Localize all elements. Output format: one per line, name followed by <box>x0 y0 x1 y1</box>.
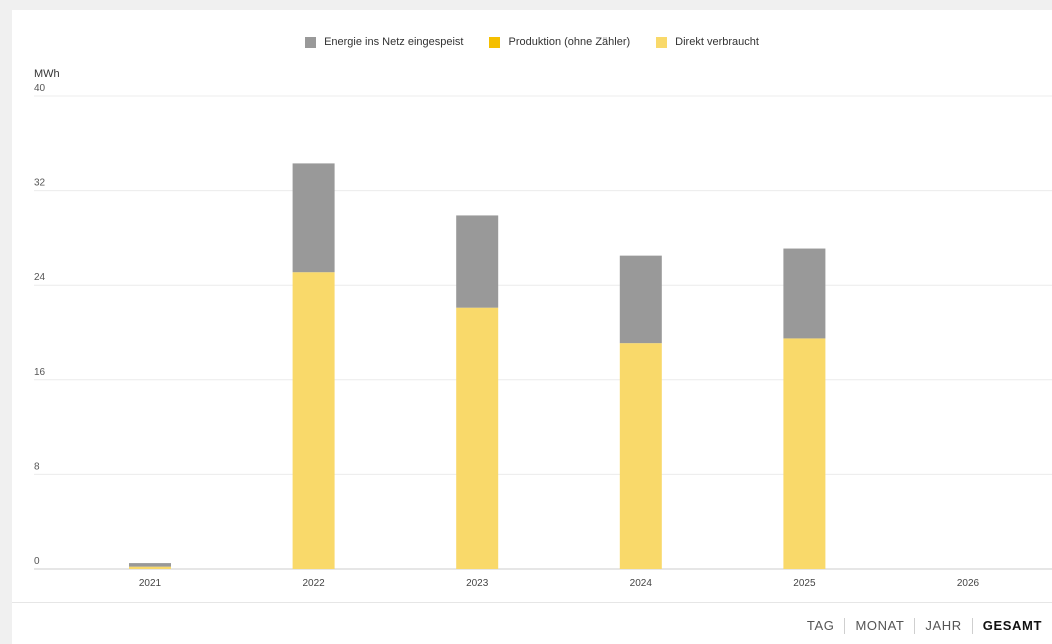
x-tick-label: 2025 <box>793 578 816 589</box>
y-tick-label: 0 <box>34 556 40 567</box>
range-button-gesamt[interactable]: GESAMT <box>982 618 1042 633</box>
x-tick-label: 2023 <box>466 578 489 589</box>
bar-segment-direct-use <box>619 343 662 569</box>
bar-segment-grid-feed <box>292 163 335 273</box>
bar-segment-direct-use <box>292 272 335 569</box>
y-tick-label: 32 <box>34 178 46 189</box>
y-axis-unit: MWh <box>34 68 60 80</box>
legend-label-direct-use: Direkt verbraucht <box>675 36 759 48</box>
bar-segment-grid-feed <box>129 563 171 567</box>
legend-label-grid-feed: Energie ins Netz eingespeist <box>324 36 464 48</box>
y-tick-label: 40 <box>34 83 46 94</box>
time-range-selector: TAG MONAT JAHR GESAMT <box>797 614 1052 638</box>
y-tick-label: 8 <box>34 461 40 472</box>
legend-swatch-grid-feed <box>305 36 317 48</box>
x-tick-label: 2022 <box>302 578 325 589</box>
bar-segment-grid-feed <box>619 255 662 344</box>
bar-segment-direct-use <box>456 307 499 569</box>
range-separator <box>914 618 916 634</box>
legend-item-grid-feed[interactable]: Energie ins Netz eingespeist <box>305 36 463 48</box>
legend-swatch-direct-use <box>656 36 668 48</box>
bar-segment-grid-feed <box>783 248 826 339</box>
range-separator <box>844 618 846 634</box>
x-tick-label: 2021 <box>139 578 162 589</box>
bar-segment-grid-feed <box>456 215 499 308</box>
x-tick-label: 2026 <box>957 578 980 589</box>
chart-legend: Energie ins Netz eingespeist Produktion … <box>12 36 1052 48</box>
range-separator <box>971 618 973 634</box>
bar-segment-direct-use <box>783 338 826 569</box>
legend-label-production: Produktion (ohne Zähler) <box>508 36 631 48</box>
range-button-jahr[interactable]: JAHR <box>925 618 962 633</box>
y-tick-label: 16 <box>34 367 46 378</box>
y-tick-label: 24 <box>34 272 46 283</box>
legend-swatch-production <box>489 36 501 48</box>
range-button-tag[interactable]: TAG <box>806 618 835 633</box>
chart-card: Energie ins Netz eingespeist Produktion … <box>12 10 1052 644</box>
legend-item-direct-use[interactable]: Direkt verbraucht <box>656 36 759 48</box>
x-tick-label: 2024 <box>630 578 653 589</box>
stacked-bar-chart: 0 8 16 24 32 40 2021 2022 2023 2024 2025 2026 <box>34 83 1052 589</box>
range-button-monat[interactable]: MONAT <box>855 618 905 633</box>
legend-item-production[interactable]: Produktion (ohne Zähler) <box>489 36 630 48</box>
bar-segment-direct-use <box>129 566 171 569</box>
chart-divider <box>12 602 1052 603</box>
